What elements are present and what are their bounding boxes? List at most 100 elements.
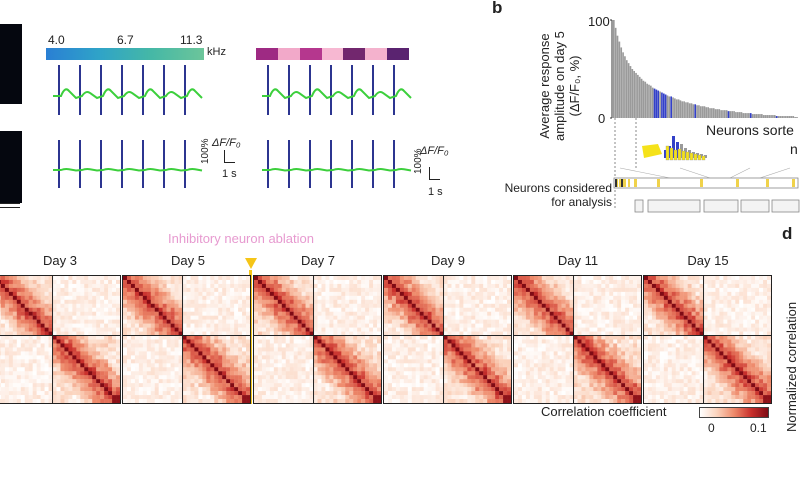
heatmap-cell (112, 347, 117, 352)
heatmap-cell (499, 379, 504, 384)
heatmap-cell (514, 347, 519, 352)
heatmap-cell (146, 391, 151, 396)
heatmap-cell (325, 327, 330, 332)
heatmap-cell (154, 371, 159, 376)
heatmap-cell (384, 355, 389, 360)
heatmap-cell (88, 343, 93, 348)
heatmap-cell (202, 343, 207, 348)
heatmap-cell (495, 363, 500, 368)
heatmap-cell (625, 287, 630, 293)
heatmap-cell (104, 315, 109, 320)
inset-yellow-bar (697, 154, 702, 161)
bar (748, 113, 750, 118)
heatmap-cell (341, 287, 346, 293)
heatmap-cell (166, 303, 171, 308)
heatmap-cell (439, 303, 444, 308)
heatmap-cell (281, 299, 286, 304)
heatmap-cell (48, 395, 53, 400)
heatmap-cell (138, 299, 144, 304)
heatmap-cell (24, 391, 29, 396)
heatmap-cell (8, 355, 14, 360)
heatmap-cell (186, 399, 191, 403)
heatmap-cell (20, 351, 25, 356)
heatmap-cell (198, 383, 203, 388)
heatmap-cell (357, 395, 362, 400)
heatmap-cell (126, 371, 132, 376)
heatmap-cell (126, 287, 132, 293)
heatmap-cell (72, 303, 77, 308)
heatmap-cell (451, 355, 456, 360)
heatmap-cell (210, 375, 215, 380)
heatmap-cell (277, 375, 282, 380)
heatmap-cell (483, 311, 488, 316)
heatmap-cell (68, 391, 73, 396)
heatmap-cell (254, 311, 259, 316)
heatmap-cell (60, 315, 65, 320)
heatmap-cell (333, 399, 338, 403)
heatmap-cell (234, 395, 239, 400)
heatmap-cell (633, 335, 638, 340)
heatmap-cell (96, 367, 101, 372)
heatmap-cell (60, 339, 65, 344)
heatmap-cell (439, 367, 444, 372)
heatmap-cell (162, 387, 167, 392)
heatmap-cell (60, 291, 65, 297)
heatmap-cell (76, 395, 81, 400)
heatmap-cell (419, 276, 424, 281)
heatmap-cell (238, 363, 243, 368)
heatmap-cell (108, 367, 113, 372)
heatmap-cell (451, 319, 456, 324)
heatmap-cell (573, 311, 578, 316)
heatmap-cell (633, 287, 638, 293)
inset-bar (700, 154, 703, 158)
heatmap-cell (8, 299, 14, 304)
heatmap-cell (459, 351, 464, 356)
heatmap-cell (108, 343, 113, 348)
heatmap-cell (349, 347, 354, 352)
heatmap-cell (435, 339, 440, 344)
heatmap-cell (158, 371, 163, 376)
heatmap-cell (435, 287, 440, 293)
heatmap-cell (333, 291, 338, 297)
heatmap-cell (399, 363, 405, 368)
heatmap-cell (150, 339, 155, 344)
heatmap-cell (178, 383, 183, 388)
heatmap-cell (337, 335, 342, 340)
heatmap-cell (134, 387, 140, 392)
heatmap-cell (116, 367, 120, 372)
heatmap-cell (186, 375, 191, 380)
bar (629, 66, 632, 118)
heatmap-cell (297, 311, 302, 316)
heatmap-cell (377, 355, 381, 360)
heatmap-cell (64, 343, 69, 348)
heatmap-cell (597, 307, 602, 312)
heatmap-cell (126, 355, 132, 360)
heatmap-cell (373, 387, 378, 392)
heatmap-cell (24, 327, 29, 332)
heatmap-cell (146, 395, 151, 400)
heatmap-cell (337, 303, 342, 308)
heatmap-cell (285, 347, 290, 352)
heatmap-cell (423, 363, 428, 368)
heatmap-cell (108, 291, 113, 297)
heatmap-cell (419, 379, 424, 384)
heatmap-cell (377, 311, 381, 316)
heatmap-cell (44, 279, 49, 285)
heatmap-cell (112, 383, 117, 388)
heatmap-cell (194, 363, 199, 368)
heatmap-cell (333, 319, 338, 324)
heatmap-cell (569, 311, 574, 316)
heatmap-cell (439, 347, 444, 352)
heatmap-cell (104, 395, 109, 400)
heatmap-cell (138, 359, 144, 364)
heatmap-cell (407, 319, 412, 324)
heatmap-cell (399, 303, 405, 308)
heatmap-cell (565, 315, 570, 320)
heatmap-cell (134, 395, 140, 400)
heatmap-cell (435, 355, 440, 360)
heatmap-cell (138, 319, 144, 324)
heatmap-cell (333, 279, 338, 285)
heatmap-cell (637, 283, 641, 289)
heatmap-cell (194, 279, 199, 285)
heatmap-cell (407, 347, 412, 352)
